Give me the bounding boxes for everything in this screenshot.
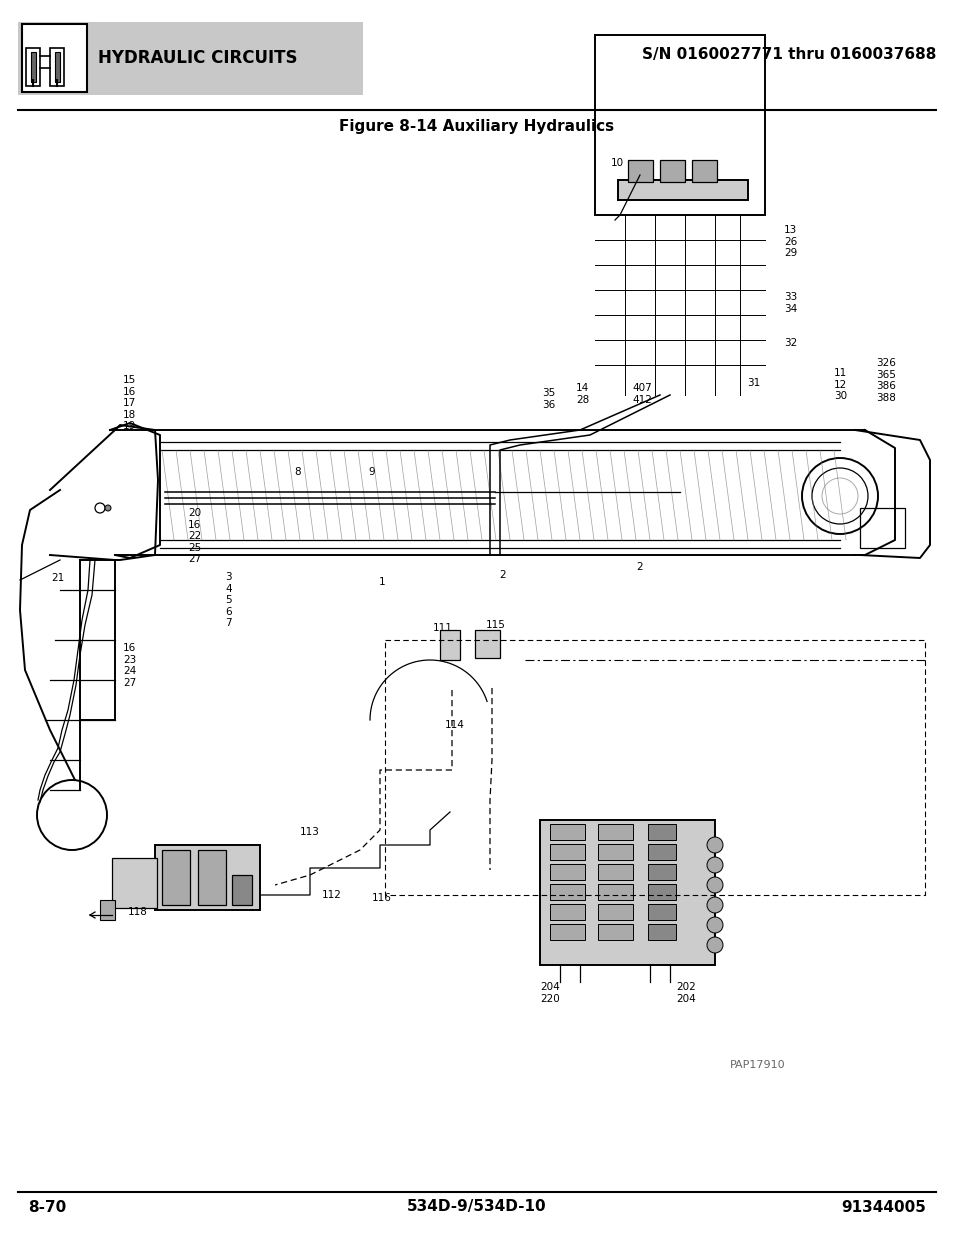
Bar [659,161,684,182]
Text: 2: 2 [636,562,642,572]
Circle shape [706,857,722,873]
Bar [112,858,157,908]
Circle shape [105,505,111,511]
Text: 111: 111 [433,622,453,634]
Bar [539,820,714,965]
Circle shape [483,634,496,646]
Text: 113: 113 [300,827,319,837]
Bar [647,864,676,881]
Circle shape [706,877,722,893]
Text: HYDRAULIC CIRCUITS: HYDRAULIC CIRCUITS [98,49,297,67]
Bar [647,844,676,860]
Text: 3
4
5
6
7: 3 4 5 6 7 [225,572,232,629]
Text: 2: 2 [499,571,506,580]
Text: 91344005: 91344005 [841,1199,925,1214]
Text: 13
26
29: 13 26 29 [783,225,797,258]
Bar [647,924,676,940]
Bar [50,48,64,86]
Text: 35
36: 35 36 [541,388,555,410]
Bar [55,52,60,82]
Text: 118: 118 [128,906,148,918]
Circle shape [706,897,722,913]
Bar [598,844,633,860]
Bar [154,845,260,910]
Text: 115: 115 [485,620,505,630]
Bar [550,884,584,900]
Bar [647,824,676,840]
Bar [598,924,633,940]
Text: 10: 10 [610,158,623,168]
Circle shape [706,937,722,953]
Text: 1: 1 [378,577,385,587]
Bar [162,850,190,905]
Text: 326
365
386
388: 326 365 386 388 [875,358,895,403]
Bar [598,884,633,900]
Bar [18,22,363,95]
Text: PAP17910: PAP17910 [729,1060,785,1070]
Bar [550,904,584,920]
Text: 15
16
17
18
19: 15 16 17 18 19 [123,375,136,431]
Text: 14
28: 14 28 [576,383,589,405]
Text: 16
23
24
27: 16 23 24 27 [123,643,136,688]
Bar [550,824,584,840]
Bar [598,824,633,840]
Text: 9: 9 [368,467,375,477]
Bar [550,924,584,940]
Text: 20
16
22
25
27: 20 16 22 25 27 [188,508,201,564]
Text: 8: 8 [294,467,301,477]
Text: 204
220: 204 220 [539,982,559,1004]
Bar [859,508,904,548]
Bar [647,884,676,900]
Bar [598,864,633,881]
Bar [647,904,676,920]
Bar [22,23,87,91]
Bar [618,180,747,200]
Circle shape [446,638,457,651]
Text: 534D-9/534D-10: 534D-9/534D-10 [407,1199,546,1214]
Text: 21: 21 [51,573,65,583]
Text: 116: 116 [372,893,392,903]
Text: 33
34: 33 34 [783,291,797,314]
Bar [100,900,115,920]
Bar [627,161,652,182]
Text: S/N 0160027771 thru 0160037688: S/N 0160027771 thru 0160037688 [641,47,935,63]
Text: 11
12
30: 11 12 30 [833,368,846,401]
Bar [439,630,459,659]
Text: 31: 31 [746,378,760,388]
Text: 8-70: 8-70 [28,1199,66,1214]
Text: 407
412: 407 412 [631,383,651,405]
Bar [550,844,584,860]
Bar [595,35,764,215]
Bar [691,161,717,182]
Bar [232,876,252,905]
Bar [550,864,584,881]
Bar [475,630,499,658]
Bar [26,48,40,86]
Text: Figure 8-14 Auxiliary Hydraulics: Figure 8-14 Auxiliary Hydraulics [339,119,614,133]
Text: 202
204: 202 204 [676,982,695,1004]
Bar [198,850,226,905]
Bar [598,904,633,920]
Text: 114: 114 [445,720,464,730]
Circle shape [706,918,722,932]
Bar [30,52,36,82]
Text: 112: 112 [322,890,341,900]
Circle shape [706,837,722,853]
Text: 32: 32 [783,338,797,348]
